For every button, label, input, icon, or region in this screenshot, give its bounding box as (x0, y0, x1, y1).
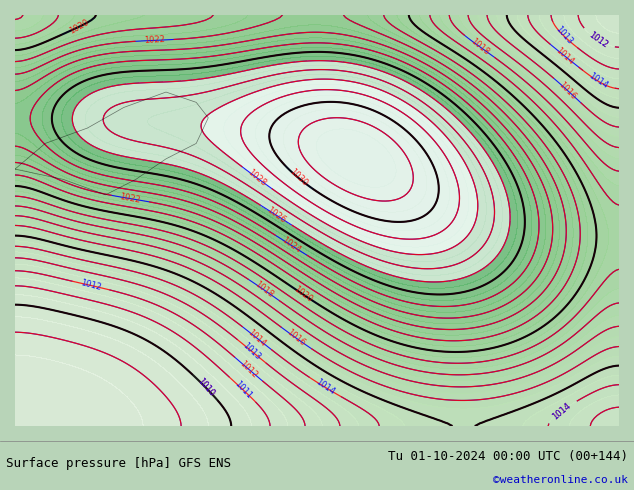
Text: 1012: 1012 (586, 30, 609, 49)
Text: ©weatheronline.co.uk: ©weatheronline.co.uk (493, 475, 628, 485)
Text: 1012: 1012 (80, 278, 102, 293)
Text: 1020: 1020 (67, 18, 90, 36)
Text: 1016: 1016 (285, 328, 307, 348)
Text: 1010: 1010 (195, 376, 216, 398)
Text: 1014: 1014 (550, 401, 573, 421)
Text: 1014: 1014 (586, 72, 609, 91)
Text: 1011: 1011 (232, 379, 253, 400)
Text: 1020: 1020 (292, 284, 314, 304)
Text: 1013: 1013 (553, 25, 574, 47)
Text: 1014: 1014 (550, 401, 573, 421)
Text: 1018: 1018 (469, 36, 491, 57)
Text: 1012: 1012 (586, 30, 609, 49)
Text: 1018: 1018 (253, 280, 275, 300)
Text: 1014: 1014 (314, 378, 336, 397)
Text: Surface pressure [hPa] GFS ENS: Surface pressure [hPa] GFS ENS (6, 457, 231, 470)
Text: 1013: 1013 (241, 341, 262, 362)
Text: 1010: 1010 (195, 376, 216, 398)
Text: 1024: 1024 (280, 236, 302, 255)
Text: 1028: 1028 (246, 168, 268, 188)
Text: 1022: 1022 (144, 35, 165, 46)
Text: 1012: 1012 (238, 359, 259, 380)
Text: 1026: 1026 (265, 205, 287, 225)
Text: 1014: 1014 (553, 46, 575, 66)
Text: 1022: 1022 (119, 192, 141, 205)
Text: 1016: 1016 (557, 80, 578, 101)
Text: 1030: 1030 (288, 167, 309, 188)
Text: Tu 01-10-2024 00:00 UTC (00+144): Tu 01-10-2024 00:00 UTC (00+144) (387, 450, 628, 463)
Text: 1014: 1014 (246, 328, 268, 348)
